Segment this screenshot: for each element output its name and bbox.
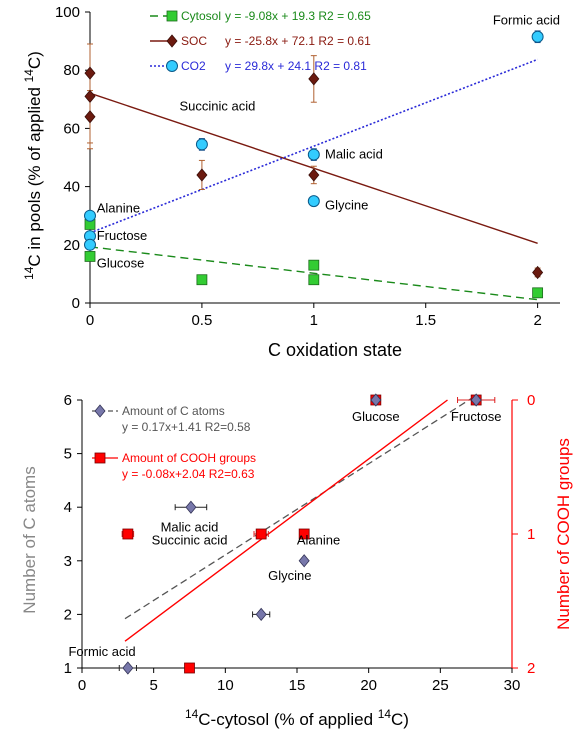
y2-axis-title: Number of COOH groups (554, 438, 573, 630)
legend-series-name: Amount of C atoms (122, 404, 225, 418)
y-tick-label: 6 (64, 392, 72, 409)
y-tick-label: 0 (72, 295, 80, 312)
data-point-co2 (307, 195, 320, 208)
data-point-cytosol (308, 274, 320, 286)
point-annotation: Formic acid (68, 644, 135, 659)
x-tick-label: 2 (533, 312, 541, 329)
data-point-c-atoms (255, 607, 267, 622)
y-axis-title: 14C in pools (% of applied 14C) (22, 51, 44, 280)
y-tick-label: 20 (63, 237, 80, 254)
y-tick-label: 60 (63, 120, 80, 137)
data-point-c-atoms (122, 661, 134, 675)
data-point-cooh (298, 528, 310, 540)
legend-series-name: Amount of COOH groups (122, 451, 256, 465)
x-tick-label: 20 (360, 677, 377, 694)
data-point-c-atoms (370, 393, 382, 407)
x-tick-label: 25 (432, 677, 449, 694)
legend-equation: y = -25.8x + 72.1 R2 = 0.61 (225, 34, 371, 48)
data-point-soc (308, 72, 320, 86)
point-annotation: Formic acid (493, 13, 560, 28)
y-tick-label: 5 (64, 446, 72, 463)
y-tick-label: 1 (64, 660, 72, 677)
y-tick-label: 2 (64, 606, 72, 623)
y-tick-label: 40 (63, 179, 80, 196)
legend-marker (166, 34, 178, 48)
point-annotation: Succinic acid (152, 532, 228, 547)
legend-equation: y = 29.8x + 24.1 R2 = 0.81 (225, 59, 367, 73)
data-point-co2 (84, 209, 96, 222)
fit-line-c-atoms (124, 394, 477, 620)
data-point-co2 (195, 138, 208, 151)
point-annotation: Glucose (97, 256, 145, 271)
point-annotation: Glucose (352, 409, 400, 424)
oxidation-state-chart: 0 20 40 60 80 100 0 0.5 1 1.5 2 C oxidation state 14… (22, 4, 560, 360)
point-annotation: Malic acid (325, 147, 383, 162)
data-point-co2 (84, 238, 96, 251)
legend-equation: y = -0.08x+2.04 R2=0.63 (122, 467, 255, 481)
x-axis-title: C oxidation state (268, 340, 402, 360)
data-point-soc (84, 66, 96, 80)
point-annotation: Fructose (451, 409, 502, 424)
x-tick-label: 5 (149, 677, 157, 694)
legend-series-name: CO2 (181, 59, 206, 73)
point-annotation: Malic acid (161, 520, 219, 535)
y-axis-title: Number of C atoms (20, 466, 39, 613)
data-point-cooh (255, 528, 267, 540)
legend-marker (94, 452, 106, 464)
point-annotation: Alanine (97, 200, 140, 215)
point-annotation: Glycine (325, 198, 368, 213)
y2-tick-label: 1 (527, 526, 535, 543)
point-annotation: Glycine (268, 568, 311, 583)
data-point-soc (308, 168, 320, 182)
x-tick-label: 0.5 (191, 312, 212, 329)
legend-marker (166, 10, 178, 22)
data-point-cytosol (532, 287, 544, 299)
data-point-cytosol (308, 259, 320, 271)
y-tick-label: 3 (64, 553, 72, 570)
legend-series-name: Cytosol (181, 9, 221, 23)
y2-tick-label: 0 (527, 392, 535, 409)
x-tick-label: 15 (289, 677, 306, 694)
legend-marker (94, 404, 106, 418)
data-point-cooh (122, 528, 134, 540)
data-point-cooh (184, 662, 195, 674)
legend-marker (166, 60, 178, 72)
point-annotation: Fructose (97, 228, 148, 243)
x-axis-title: 14C-cytosol (% of applied 14C) (185, 707, 409, 729)
data-point-co2 (531, 30, 544, 43)
x-tick-label: 1 (310, 312, 318, 329)
y-tick-label: 80 (63, 62, 80, 79)
data-point-c-atoms (470, 393, 482, 407)
data-point-co2 (307, 148, 320, 161)
data-point-cytosol (84, 251, 96, 262)
x-tick-label: 10 (217, 677, 234, 694)
y2-tick-label: 2 (527, 660, 535, 677)
point-annotation: Alanine (297, 532, 340, 547)
legend-equation: y = -9.08x + 19.3 R2 = 0.65 (225, 9, 371, 23)
point-annotation: Succinic acid (180, 99, 256, 114)
y-tick-label: 100 (55, 4, 80, 21)
data-point-soc (84, 89, 96, 104)
fit-line (89, 58, 538, 234)
data-point-c-atoms (185, 500, 197, 514)
data-point-c-atoms (298, 554, 310, 568)
data-point-soc (84, 110, 96, 124)
x-tick-label: 0 (86, 312, 94, 329)
data-point-cytosol (196, 274, 208, 286)
x-tick-label: 30 (504, 677, 521, 694)
fit-line (89, 246, 538, 301)
legend-series-name: SOC (181, 34, 207, 48)
legend-equation: y = 0.17x+1.41 R2=0.58 (122, 420, 251, 434)
data-point-soc (532, 265, 544, 280)
x-tick-label: 0 (78, 677, 86, 694)
data-point-soc (196, 168, 208, 182)
y-tick-label: 4 (64, 499, 72, 516)
fit-line-cooh (124, 399, 448, 642)
x-tick-label: 1.5 (415, 312, 436, 329)
